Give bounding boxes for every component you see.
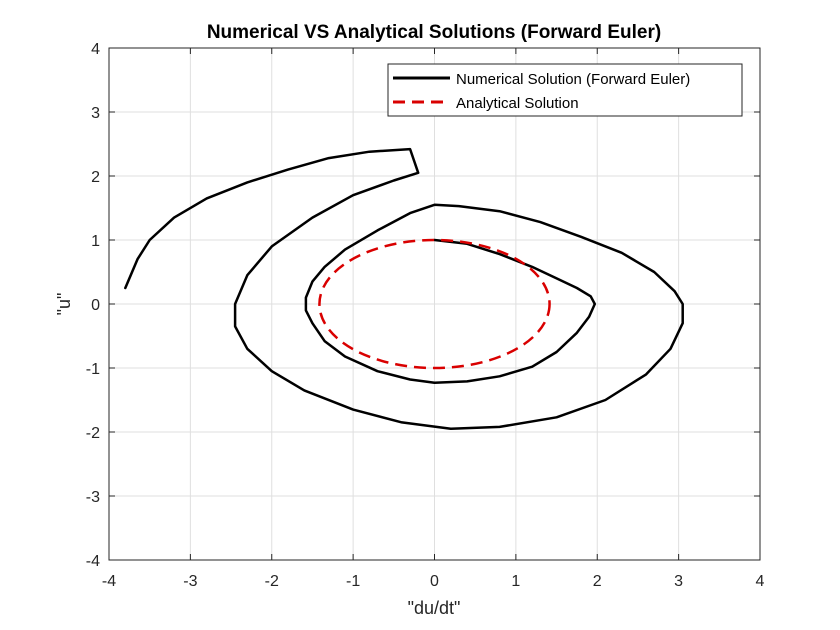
x-tick-label: 4 [756, 573, 765, 590]
legend-label-analytical: Analytical Solution [456, 95, 579, 112]
chart-title: Numerical VS Analytical Solutions (Forwa… [207, 22, 661, 43]
y-tick-label: -3 [86, 489, 100, 506]
y-axis-title: "u" [54, 293, 74, 316]
x-axis-title: "du/dt" [408, 598, 461, 618]
legend-box [387, 63, 743, 117]
y-tick-label: 3 [91, 105, 100, 122]
x-tick-label: -3 [183, 573, 197, 590]
y-tick-label: -1 [86, 361, 100, 378]
y-tick-label: 1 [91, 233, 100, 250]
grid [108, 47, 761, 561]
x-tick-label: 0 [430, 573, 439, 590]
series-line-numerical [124, 147, 684, 431]
y-tick-label: -4 [86, 553, 100, 570]
x-tick-label: 1 [511, 573, 520, 590]
y-tick-label: -2 [86, 425, 100, 442]
y-tick-label: 2 [91, 169, 100, 186]
x-tick-label: -2 [265, 573, 279, 590]
x-tick-label: 3 [674, 573, 683, 590]
x-axis: -4 -3 -2 -1 0 1 2 3 4 [102, 48, 765, 590]
y-tick-label: 4 [91, 41, 100, 58]
x-tick-label: -4 [102, 573, 116, 590]
series-layer [124, 147, 684, 431]
y-axis: -4 -3 -2 -1 0 1 2 3 4 [86, 41, 760, 570]
legend: Numerical Solution (Forward Euler) Analy… [387, 63, 743, 117]
series-line-analytical [318, 238, 551, 370]
x-tick-label: 2 [593, 573, 602, 590]
x-tick-label: -1 [346, 573, 360, 590]
y-tick-label: 0 [91, 297, 100, 314]
legend-label-numerical: Numerical Solution (Forward Euler) [456, 71, 690, 88]
